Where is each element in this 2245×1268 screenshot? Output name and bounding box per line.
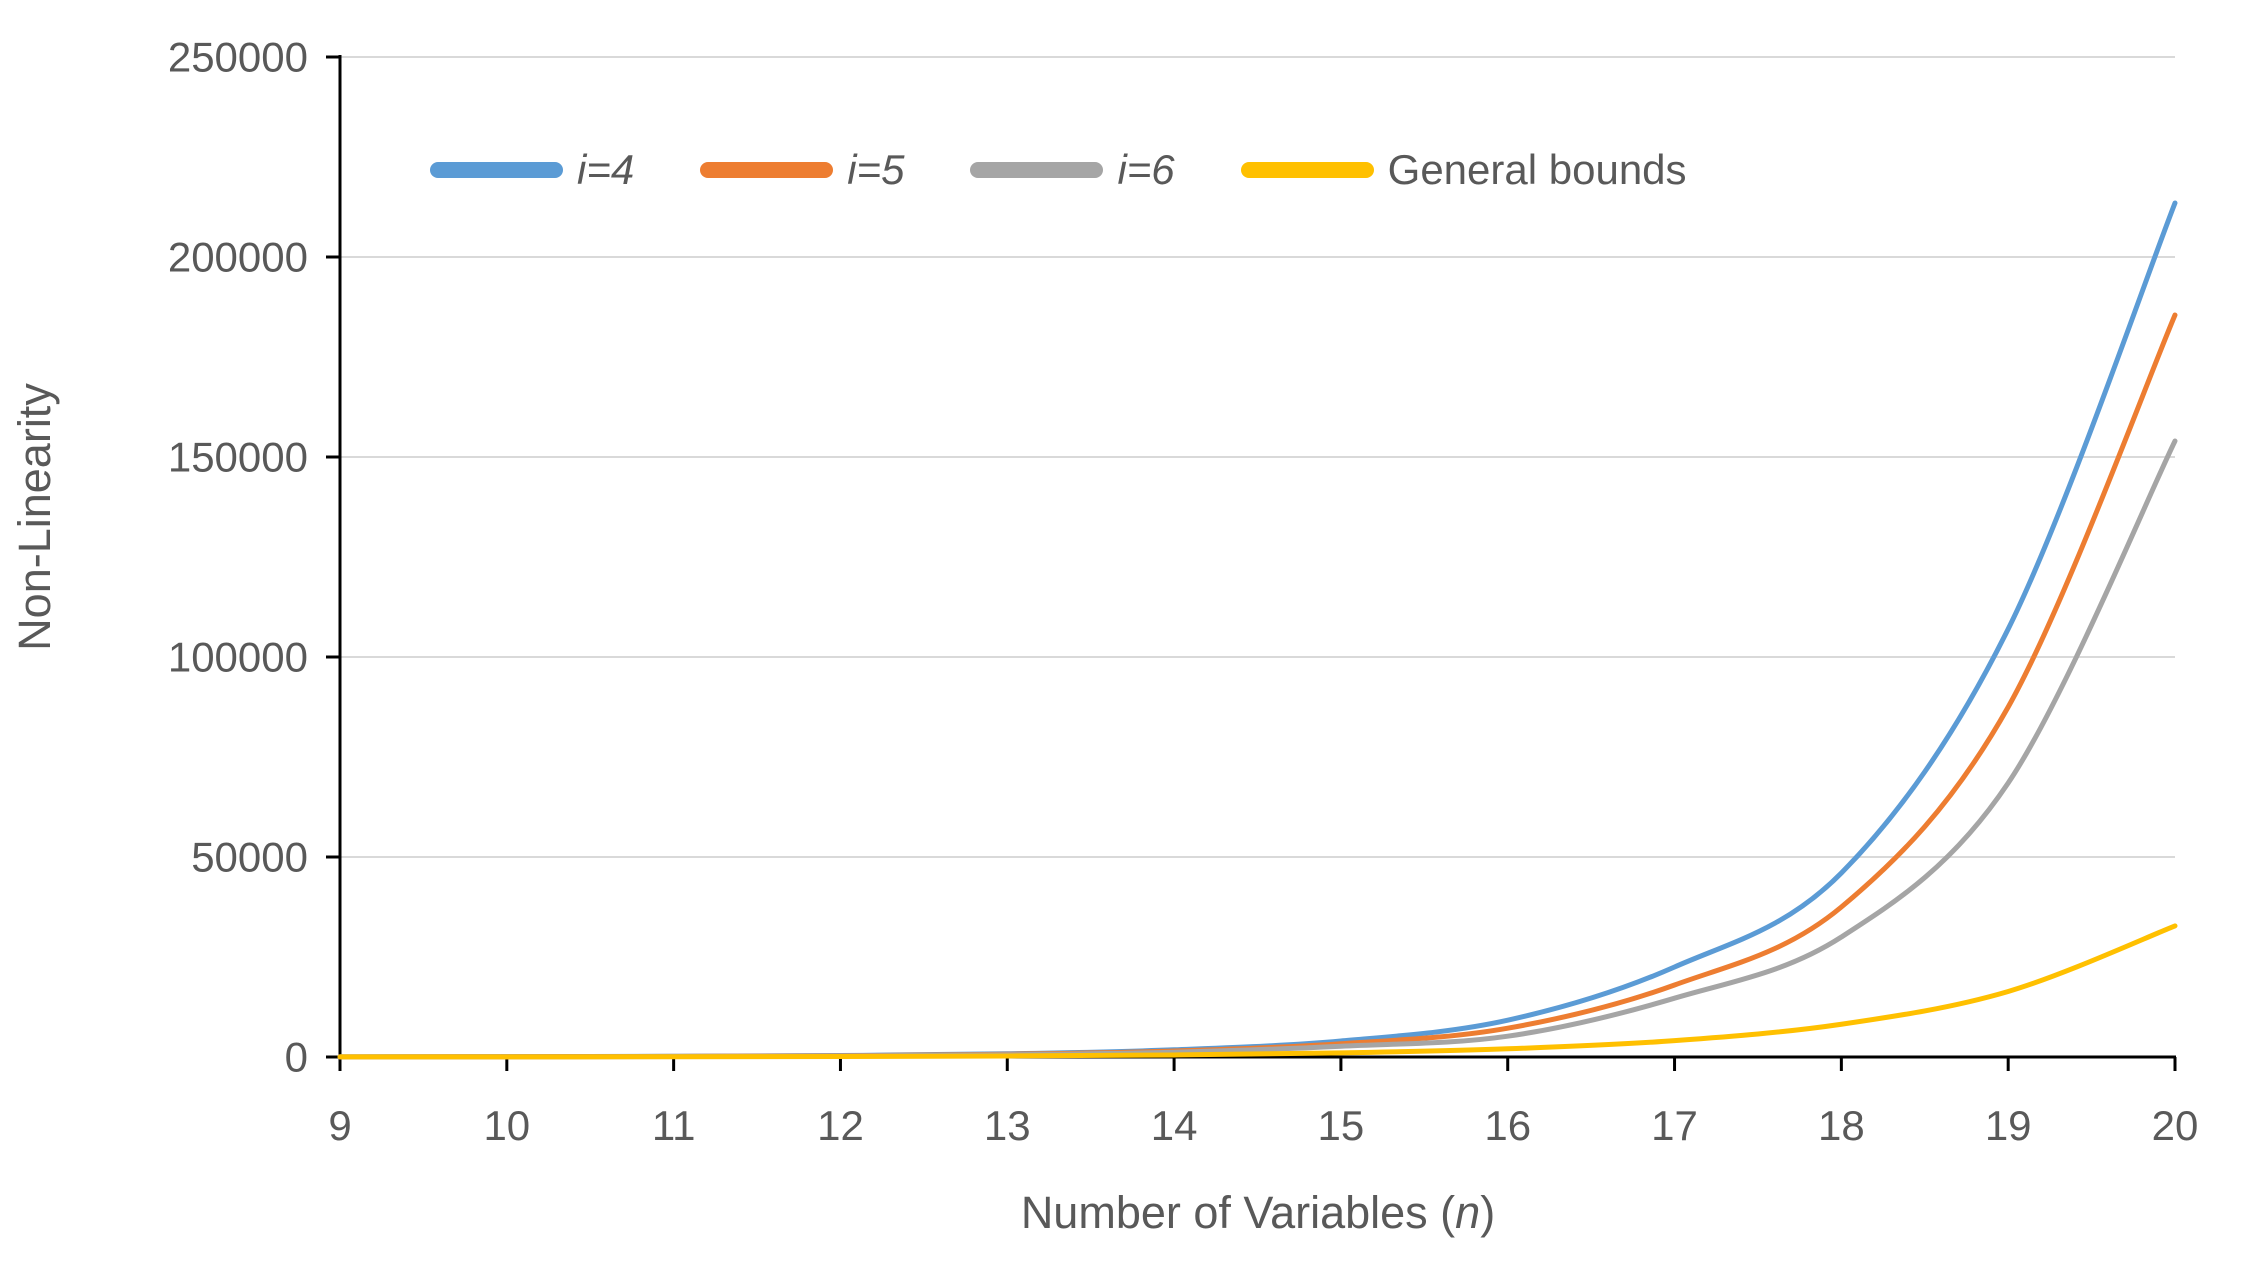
y-tick-label-100000: 100000 xyxy=(168,634,308,681)
series-line-i-4 xyxy=(337,200,2178,1060)
x-tick-label-19: 19 xyxy=(1985,1102,2032,1149)
legend-swatch-i5 xyxy=(700,162,834,178)
series-line-general-bounds xyxy=(337,923,2178,1060)
legend-label-general-bounds: General bounds xyxy=(1387,146,1687,193)
x-tick-label-17: 17 xyxy=(1651,1102,1698,1149)
y-tick-label-150000: 150000 xyxy=(168,434,308,481)
axes xyxy=(326,55,2177,1071)
x-axis-title-var: n xyxy=(1455,1187,1480,1238)
x-tick-label-10: 10 xyxy=(483,1102,530,1149)
x-axis-title-suffix: ) xyxy=(1480,1187,1495,1238)
series-line-i-6 xyxy=(337,438,2178,1060)
legend-label-i5: i=5 xyxy=(847,146,905,193)
legend-swatch-general-bounds xyxy=(1240,162,1374,178)
x-tick-label-15: 15 xyxy=(1318,1102,1365,1149)
x-axis-title: Number of Variables (n) xyxy=(1021,1187,1495,1238)
tick-labels: 0 50000 100000 150000 200000 250000 9 10 11 12 13 1… xyxy=(168,34,2199,1150)
x-tick-label-13: 13 xyxy=(984,1102,1031,1149)
y-tick-label-200000: 200000 xyxy=(168,234,308,281)
y-tick-label-0: 0 xyxy=(285,1034,308,1081)
legend-item-i5: i=5 xyxy=(700,146,904,194)
legend-label-i4: i=4 xyxy=(577,146,635,193)
legend-label-i6: i=6 xyxy=(1117,146,1175,193)
x-tick-label-16: 16 xyxy=(1484,1102,1531,1149)
y-tick-label-50000: 50000 xyxy=(191,834,308,881)
gridlines xyxy=(340,56,2175,858)
x-tick-label-9: 9 xyxy=(328,1102,351,1149)
x-axis-title-prefix: Number of Variables ( xyxy=(1021,1187,1455,1238)
legend-swatch-i4 xyxy=(430,162,563,178)
x-tick-label-12: 12 xyxy=(817,1102,864,1149)
x-tick-label-18: 18 xyxy=(1818,1102,1865,1149)
legend-item-i6: i=6 xyxy=(970,146,1175,194)
legend-item-i4: i=4 xyxy=(430,146,634,194)
series-line-i-5 xyxy=(337,312,2178,1060)
y-tick-label-250000: 250000 xyxy=(168,34,308,81)
legend-swatch-i6 xyxy=(970,162,1104,178)
x-tick-label-14: 14 xyxy=(1151,1102,1198,1149)
series-lines xyxy=(337,200,2178,1060)
y-axis-title: Non-Linearity xyxy=(9,383,60,651)
legend: i=4 i=5 i=6 General bounds xyxy=(430,146,1687,194)
x-tick-label-11: 11 xyxy=(652,1102,696,1149)
x-tick-label-20: 20 xyxy=(2152,1102,2199,1149)
legend-item-general-bounds: General bounds xyxy=(1240,146,1687,194)
